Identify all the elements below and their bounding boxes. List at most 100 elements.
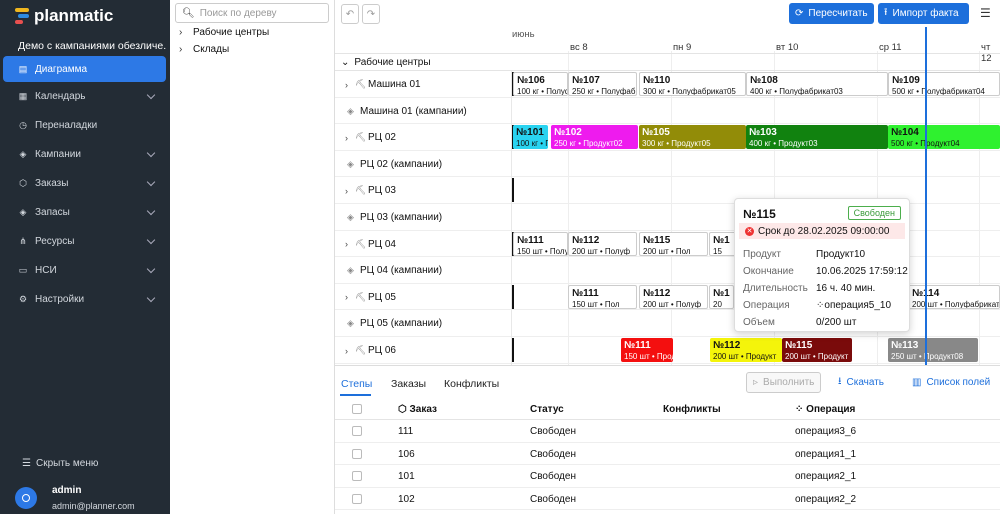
sidebar-item[interactable]: ◈ Запасы [0, 198, 170, 227]
settings-list-icon[interactable]: ☰ [980, 6, 991, 20]
column-order[interactable]: ⬡ Заказ [398, 404, 437, 415]
row-label: › ⛏ РЦ 05 [345, 292, 396, 303]
order-details: 150 шт • Полуф [517, 246, 567, 256]
chevron-down-icon[interactable] [146, 206, 156, 216]
gantt-row[interactable]: ◈ РЦ 03 (кампании) [335, 204, 1000, 231]
order-bar[interactable]: №115 200 шт • Продукт [782, 338, 852, 362]
recalculate-button[interactable]: ⟳ Пересчитать [789, 3, 874, 24]
table-row[interactable]: 101 Свободен операция2_1 [335, 465, 1000, 488]
order-number: №107 [572, 75, 600, 86]
row-name: РЦ 02 [368, 132, 396, 144]
order-bar[interactable]: №111 150 шт • Пол [568, 284, 637, 309]
chevron-down-icon[interactable] [146, 148, 156, 158]
sidebar-item[interactable]: ◈ Кампании [0, 140, 170, 169]
order-bar[interactable]: №113 250 шт • Продукт08 [888, 338, 978, 362]
tooltip-field: Объем 0/200 шт [743, 317, 856, 328]
undo-button[interactable]: ↶ [341, 4, 359, 24]
app-logo[interactable]: planmatic [15, 4, 113, 28]
order-bar[interactable]: №102 250 кг • Продукт02 [551, 125, 638, 150]
row-checkbox[interactable] [352, 448, 362, 459]
user-profile[interactable]: admin admin@planner.com [15, 485, 135, 511]
order-bar[interactable]: №114200 шт • Полуфабрикат [908, 284, 1000, 309]
column-label: Заказ [409, 404, 438, 415]
order-bar[interactable]: №112 200 шт • Полуф [639, 284, 708, 309]
gantt-row[interactable]: ◈ РЦ 05 (кампании) [335, 310, 1000, 337]
tab-steps[interactable]: Степы [341, 378, 373, 390]
chevron-down-icon[interactable]: ⌄ [341, 56, 350, 68]
sidebar-item[interactable]: ◷ Переналадки [0, 111, 170, 140]
order-bar[interactable]: №109 500 кг • Полуфабрикат04 [888, 72, 1000, 96]
chevron-down-icon[interactable] [146, 264, 156, 274]
table-row[interactable]: 111 Свободен операция3_6 [335, 420, 1000, 443]
table-row[interactable]: 106 Свободен операция1_1 [335, 443, 1000, 465]
order-details: 300 кг • Полуфабрикат05 [643, 87, 736, 96]
chevron-down-icon[interactable] [146, 293, 156, 303]
order-bar[interactable]: №112 200 шт • Продукт [710, 338, 782, 362]
row-checkbox[interactable] [352, 493, 362, 504]
field-list-button[interactable]: ▥ Список полей [912, 372, 990, 393]
column-operation[interactable]: ⁘ Операция [795, 404, 855, 415]
sidebar-item[interactable]: ⬡ Заказы [0, 169, 170, 198]
download-button[interactable]: ⭳ Скачать [838, 372, 884, 393]
order-bar[interactable]: №106 100 кг • Полуф [513, 72, 568, 96]
order-bar[interactable]: №108 400 кг • Полуфабрикат03 [746, 72, 888, 96]
row-checkbox[interactable] [352, 426, 362, 436]
tab-conflicts[interactable]: Конфликты [444, 378, 500, 390]
chevron-right-icon[interactable]: › [345, 185, 348, 196]
sidebar-item[interactable]: ▦ Календарь [0, 82, 170, 111]
sidebar-item-label: Диаграмма [35, 63, 88, 75]
order-bar[interactable]: №115 200 шт • Пол [639, 231, 708, 256]
order-bar[interactable]: №111 150 шт • Прод [621, 338, 673, 362]
select-all-checkbox[interactable] [352, 404, 362, 414]
tree-item-work-centers[interactable]: › Рабочие центры [179, 27, 269, 38]
tree-item-warehouses[interactable]: › Склады [179, 44, 229, 55]
table-row[interactable]: 102 Свободен операция2_2 [335, 488, 1000, 510]
row-label: ◈ РЦ 04 (кампании) [347, 265, 442, 276]
column-conflicts[interactable]: Конфликты [663, 404, 721, 415]
download-icon: ⭳ [838, 376, 842, 387]
column-status[interactable]: Статус [530, 404, 564, 415]
order-bar[interactable]: №103 400 кг • Продукт03 [746, 125, 888, 150]
tree-search-input[interactable]: 🔍︎ Поиск по дереву [175, 3, 329, 23]
chevron-right-icon[interactable]: › [345, 239, 348, 250]
gantt-row[interactable]: › ⛏ РЦ 06 [335, 337, 1000, 364]
chevron-down-icon[interactable] [146, 235, 156, 245]
sidebar-item[interactable]: ▤ Диаграмма [3, 56, 166, 82]
chevron-right-icon[interactable]: › [345, 292, 348, 303]
tab-orders[interactable]: Заказы [391, 378, 427, 390]
chevron-right-icon[interactable]: › [345, 132, 348, 143]
order-bar[interactable]: №1 20 [709, 284, 734, 309]
gantt-row[interactable]: › ⛏ РЦ 05 [335, 284, 1000, 311]
order-bar[interactable]: №104 500 кг • Продукт04 [888, 125, 1000, 150]
tree-item-label: Склады [193, 44, 230, 55]
chevron-right-icon[interactable]: › [345, 79, 348, 90]
sidebar-item[interactable]: ⋔ Ресурсы [0, 227, 170, 256]
project-name[interactable]: Демо с кампаниями обезличе... [18, 40, 166, 52]
row-checkbox[interactable] [352, 471, 362, 481]
run-button[interactable]: ▹ Выполнить [746, 372, 822, 393]
machine-icon: ⛏ [355, 185, 367, 196]
sidebar-item-label: Заказы [35, 178, 69, 189]
redo-button[interactable]: ↷ [362, 4, 380, 24]
chevron-right-icon[interactable]: › [179, 44, 183, 55]
chevron-down-icon[interactable] [146, 90, 156, 100]
gantt-row[interactable]: › ⛏ РЦ 03 [335, 177, 1000, 204]
chevron-right-icon[interactable]: › [179, 27, 183, 38]
sidebar-item[interactable]: ⚙ Настройки [0, 285, 170, 314]
chevron-down-icon[interactable] [146, 177, 156, 187]
sidebar-item[interactable]: ▭ НСИ [0, 256, 170, 285]
section-work-centers[interactable]: ⌄ Рабочие центры [335, 53, 1000, 71]
folder-icon: ▭ [18, 265, 28, 275]
hide-menu-button[interactable]: ☰ Скрыть меню [22, 458, 98, 469]
order-bar[interactable]: №110 300 кг • Полуфабрикат05 [639, 72, 746, 96]
order-bar[interactable]: №112 200 шт • Полуф [568, 231, 637, 256]
chevron-right-icon[interactable]: › [345, 345, 348, 356]
gantt-row[interactable]: ◈ РЦ 02 (кампании) [335, 151, 1000, 178]
gantt-row[interactable]: ◈ РЦ 04 (кампании) [335, 257, 1000, 284]
order-bar[interactable]: №105 300 кг • Продукт05 [639, 125, 746, 150]
import-fact-button[interactable]: ⭱ Импорт факта [878, 3, 969, 24]
gantt-row[interactable]: ◈ Машина 01 (кампании) [335, 98, 1000, 125]
